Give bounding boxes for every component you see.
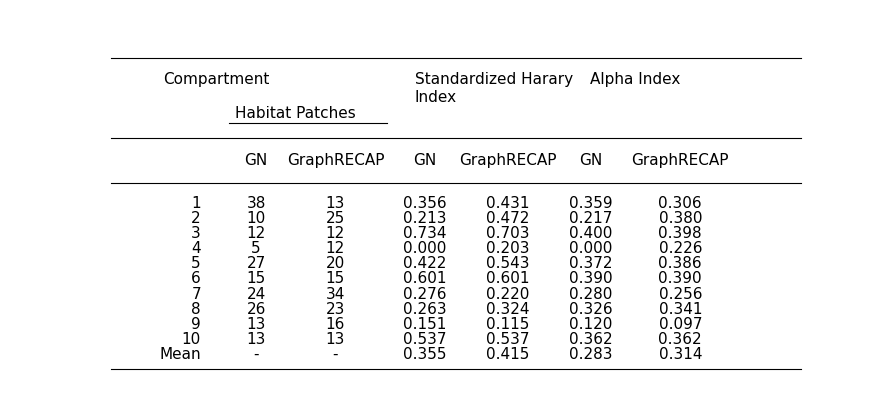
Text: 0.390: 0.390 [569, 272, 612, 287]
Text: 15: 15 [326, 272, 345, 287]
Text: Compartment: Compartment [163, 72, 270, 87]
Text: 0.217: 0.217 [569, 211, 612, 226]
Text: Alpha Index: Alpha Index [590, 72, 681, 87]
Text: 0.537: 0.537 [403, 332, 447, 347]
Text: 0.276: 0.276 [403, 287, 447, 302]
Text: -: - [254, 347, 259, 362]
Text: 0.734: 0.734 [403, 226, 447, 241]
Text: Mean: Mean [159, 347, 201, 362]
Text: 0.543: 0.543 [486, 256, 530, 271]
Text: 0.203: 0.203 [486, 241, 530, 256]
Text: 0.000: 0.000 [569, 241, 612, 256]
Text: 0.359: 0.359 [569, 196, 612, 211]
Text: 0.120: 0.120 [569, 317, 612, 332]
Text: 0.341: 0.341 [659, 302, 702, 317]
Text: 10: 10 [182, 332, 201, 347]
Text: 23: 23 [326, 302, 345, 317]
Text: 0.324: 0.324 [486, 302, 530, 317]
Text: 24: 24 [247, 287, 266, 302]
Text: 0.362: 0.362 [569, 332, 612, 347]
Text: GN: GN [414, 153, 437, 168]
Text: 0.000: 0.000 [403, 241, 447, 256]
Text: 0.398: 0.398 [659, 226, 702, 241]
Text: 0.537: 0.537 [486, 332, 530, 347]
Text: 0.431: 0.431 [486, 196, 530, 211]
Text: 0.386: 0.386 [659, 256, 702, 271]
Text: 34: 34 [326, 287, 345, 302]
Text: 0.390: 0.390 [659, 272, 702, 287]
Text: 1: 1 [191, 196, 201, 211]
Text: 0.703: 0.703 [486, 226, 530, 241]
Text: 0.356: 0.356 [403, 196, 447, 211]
Text: 0.097: 0.097 [659, 317, 702, 332]
Text: 26: 26 [247, 302, 266, 317]
Text: 0.226: 0.226 [659, 241, 702, 256]
Text: 0.362: 0.362 [659, 332, 702, 347]
Text: -: - [333, 347, 338, 362]
Text: 0.280: 0.280 [569, 287, 612, 302]
Text: 5: 5 [191, 256, 201, 271]
Text: 0.115: 0.115 [486, 317, 530, 332]
Text: 4: 4 [191, 241, 201, 256]
Text: 12: 12 [326, 226, 345, 241]
Text: 20: 20 [326, 256, 345, 271]
Text: 13: 13 [326, 196, 345, 211]
Text: 0.326: 0.326 [569, 302, 612, 317]
Text: 0.306: 0.306 [659, 196, 702, 211]
Text: 0.472: 0.472 [486, 211, 530, 226]
Text: 0.372: 0.372 [569, 256, 612, 271]
Text: 0.601: 0.601 [486, 272, 530, 287]
Text: 0.220: 0.220 [486, 287, 530, 302]
Text: 2: 2 [191, 211, 201, 226]
Text: 9: 9 [191, 317, 201, 332]
Text: 7: 7 [191, 287, 201, 302]
Text: 0.422: 0.422 [403, 256, 447, 271]
Text: 15: 15 [247, 272, 266, 287]
Text: 8: 8 [191, 302, 201, 317]
Text: 0.355: 0.355 [403, 347, 447, 362]
Text: 27: 27 [247, 256, 266, 271]
Text: 0.283: 0.283 [569, 347, 612, 362]
Text: 5: 5 [251, 241, 261, 256]
Text: GN: GN [579, 153, 603, 168]
Text: 25: 25 [326, 211, 345, 226]
Text: 0.415: 0.415 [486, 347, 530, 362]
Text: 0.601: 0.601 [403, 272, 447, 287]
Text: 0.314: 0.314 [659, 347, 702, 362]
Text: Standardized Harary
Index: Standardized Harary Index [415, 72, 573, 105]
Text: 0.380: 0.380 [659, 211, 702, 226]
Text: 0.151: 0.151 [403, 317, 447, 332]
Text: 0.213: 0.213 [403, 211, 447, 226]
Text: 0.400: 0.400 [569, 226, 612, 241]
Text: GraphRECAP: GraphRECAP [632, 153, 729, 168]
Text: 38: 38 [247, 196, 266, 211]
Text: GraphRECAP: GraphRECAP [459, 153, 556, 168]
Text: 0.263: 0.263 [403, 302, 447, 317]
Text: 12: 12 [326, 241, 345, 256]
Text: 10: 10 [247, 211, 266, 226]
Text: GraphRECAP: GraphRECAP [287, 153, 384, 168]
Text: 12: 12 [247, 226, 266, 241]
Text: 16: 16 [326, 317, 345, 332]
Text: 0.256: 0.256 [659, 287, 702, 302]
Text: Habitat Patches: Habitat Patches [235, 106, 356, 121]
Text: 3: 3 [191, 226, 201, 241]
Text: GN: GN [245, 153, 268, 168]
Text: 13: 13 [247, 317, 266, 332]
Text: 13: 13 [326, 332, 345, 347]
Text: 13: 13 [247, 332, 266, 347]
Text: 6: 6 [191, 272, 201, 287]
